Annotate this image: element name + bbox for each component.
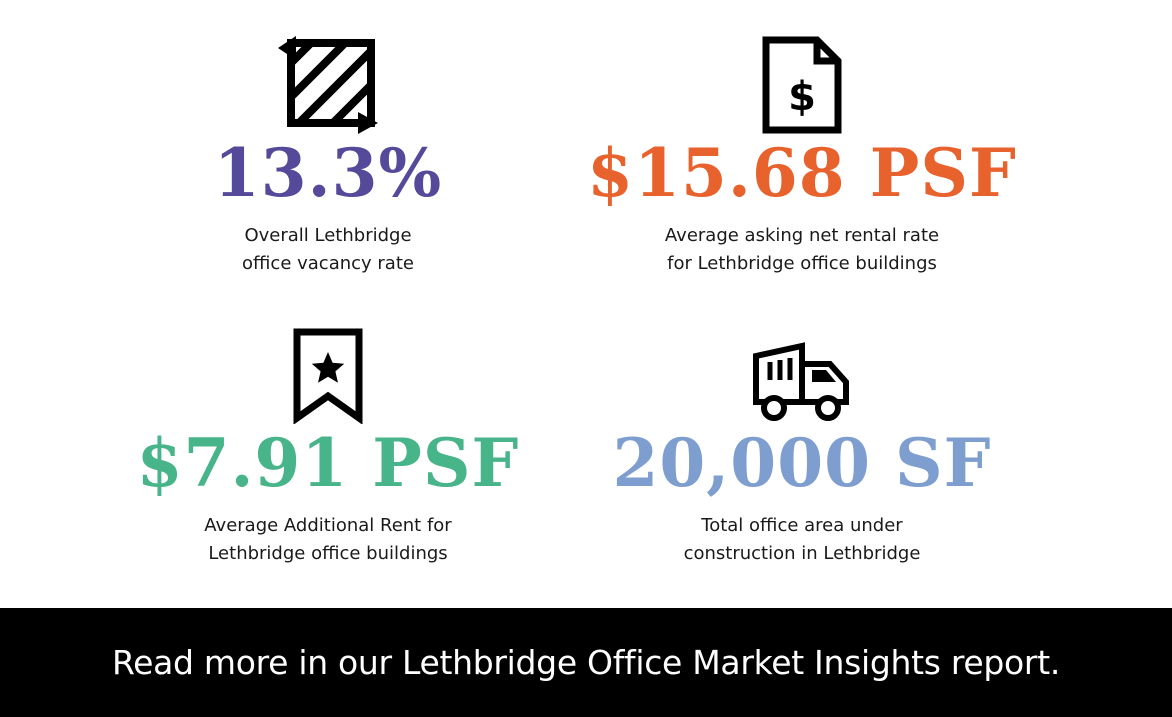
dump-truck-icon: [752, 326, 852, 424]
dollar-document-icon: $: [761, 36, 843, 134]
stat-description-line: Total office area under: [701, 515, 903, 536]
stat-value: 20,000 SF: [612, 424, 992, 502]
svg-text:$: $: [788, 74, 816, 120]
stat-value: $15.68 PSF: [587, 134, 1017, 212]
stat-description-line: Overall Lethbridge: [244, 225, 412, 246]
stat-description: Average Additional Rent for Lethbridge o…: [204, 512, 451, 568]
vacancy-area-icon: [278, 36, 378, 134]
stat-description: Overall Lethbridge office vacancy rate: [242, 222, 414, 278]
stat-value: $7.91 PSF: [136, 424, 520, 502]
stat-description-line: Average Additional Rent for: [204, 515, 452, 536]
footer-banner: Read more in our Lethbridge Office Marke…: [0, 608, 1172, 717]
stat-additional-rent: $7.91 PSF Average Additional Rent for Le…: [68, 326, 588, 568]
stat-vacancy-rate: 13.3% Overall Lethbridge office vacancy …: [68, 36, 588, 278]
footer-cta-text: Read more in our Lethbridge Office Marke…: [111, 643, 1061, 682]
stat-description-line: for Lethbridge office buildings: [667, 253, 937, 274]
stat-description: Total office area under construction in …: [684, 512, 921, 568]
stat-under-construction: 20,000 SF Total office area under constr…: [542, 326, 1062, 568]
stats-grid: 13.3% Overall Lethbridge office vacancy …: [68, 36, 1062, 568]
stat-description-line: construction in Lethbridge: [683, 543, 921, 564]
stat-value: 13.3%: [213, 134, 443, 212]
stat-description: Average asking net rental rate for Lethb…: [665, 222, 939, 278]
star-bookmark-icon: [293, 326, 363, 424]
stat-description-line: Lethbridge office buildings: [208, 543, 448, 564]
stat-description-line: Average asking net rental rate: [664, 225, 940, 246]
stat-description-line: office vacancy rate: [242, 253, 414, 274]
stat-net-rental-rate: $ $15.68 PSF Average asking net rental r…: [542, 36, 1062, 278]
